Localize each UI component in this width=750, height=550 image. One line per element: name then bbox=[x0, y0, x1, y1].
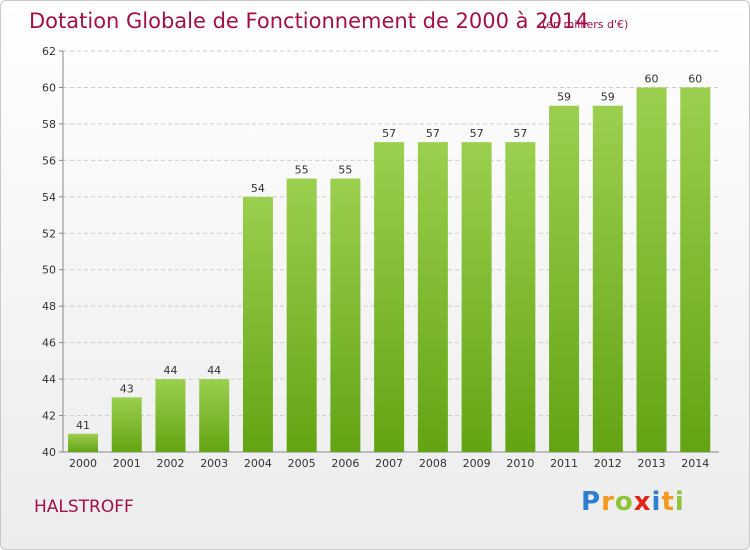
data-label-2005: 55 bbox=[295, 164, 309, 177]
data-label-2001: 43 bbox=[120, 382, 134, 395]
data-label-2008: 57 bbox=[426, 127, 440, 140]
data-label-2000: 41 bbox=[76, 419, 90, 432]
y-tick-label: 50 bbox=[42, 264, 56, 277]
data-label-2009: 57 bbox=[470, 127, 484, 140]
y-tick-label: 58 bbox=[42, 118, 56, 131]
x-tick-label-2001: 2001 bbox=[113, 457, 141, 470]
data-label-2006: 55 bbox=[338, 164, 352, 177]
data-label-2004: 54 bbox=[251, 182, 265, 195]
y-tick-label: 52 bbox=[42, 227, 56, 240]
y-tick-label: 42 bbox=[42, 410, 56, 423]
bar-2000 bbox=[68, 433, 98, 452]
bar-2008 bbox=[417, 142, 448, 453]
data-label-2012: 59 bbox=[601, 91, 615, 104]
x-tick-label-2005: 2005 bbox=[288, 457, 316, 470]
data-label-2003: 44 bbox=[207, 364, 221, 377]
bar-2007 bbox=[374, 142, 405, 453]
chart-title: Dotation Globale de Fonctionnement de 20… bbox=[29, 9, 589, 33]
bar-2001 bbox=[111, 397, 142, 452]
x-tick-label-2012: 2012 bbox=[594, 457, 622, 470]
y-tick-label: 56 bbox=[42, 154, 56, 167]
x-tick-label-2003: 2003 bbox=[200, 457, 228, 470]
y-tick-label: 60 bbox=[42, 81, 56, 94]
x-tick-label-2008: 2008 bbox=[419, 457, 447, 470]
commune-name: HALSTROFF bbox=[34, 497, 134, 517]
x-tick-label-2000: 2000 bbox=[69, 457, 97, 470]
chart-unit: (en milliers d'€) bbox=[542, 18, 629, 31]
x-tick-label-2002: 2002 bbox=[156, 457, 184, 470]
x-tick-label-2014: 2014 bbox=[681, 457, 709, 470]
bar-2002 bbox=[155, 379, 186, 452]
y-tick-label: 54 bbox=[42, 191, 56, 204]
data-label-2014: 60 bbox=[688, 72, 702, 85]
bar-2011 bbox=[549, 105, 580, 452]
bar-2009 bbox=[461, 142, 492, 453]
y-tick-label: 40 bbox=[42, 446, 56, 459]
y-tick-label: 48 bbox=[42, 300, 56, 313]
proxiti-logo: Proxiti bbox=[581, 487, 685, 517]
data-label-2002: 44 bbox=[163, 364, 177, 377]
x-tick-label-2007: 2007 bbox=[375, 457, 403, 470]
x-tick-label-2004: 2004 bbox=[244, 457, 272, 470]
data-label-2011: 59 bbox=[557, 91, 571, 104]
y-tick-label: 44 bbox=[42, 373, 56, 386]
y-tick-label: 46 bbox=[42, 337, 56, 350]
x-tick-label-2011: 2011 bbox=[550, 457, 578, 470]
x-tick-label-2013: 2013 bbox=[638, 457, 666, 470]
bar-2013 bbox=[636, 87, 667, 453]
bar-2012 bbox=[592, 105, 623, 452]
y-tick-label: 62 bbox=[42, 45, 56, 58]
bar-2006 bbox=[330, 178, 361, 452]
data-label-2010: 57 bbox=[513, 127, 527, 140]
x-tick-label-2006: 2006 bbox=[331, 457, 359, 470]
bar-2014 bbox=[680, 87, 711, 453]
x-tick-label-2009: 2009 bbox=[463, 457, 491, 470]
bar-2003 bbox=[199, 379, 230, 452]
bar-2010 bbox=[505, 142, 536, 453]
data-label-2007: 57 bbox=[382, 127, 396, 140]
bar-2004 bbox=[242, 196, 273, 452]
x-tick-label-2010: 2010 bbox=[506, 457, 534, 470]
bar-2005 bbox=[286, 178, 317, 452]
data-label-2013: 60 bbox=[645, 72, 659, 85]
